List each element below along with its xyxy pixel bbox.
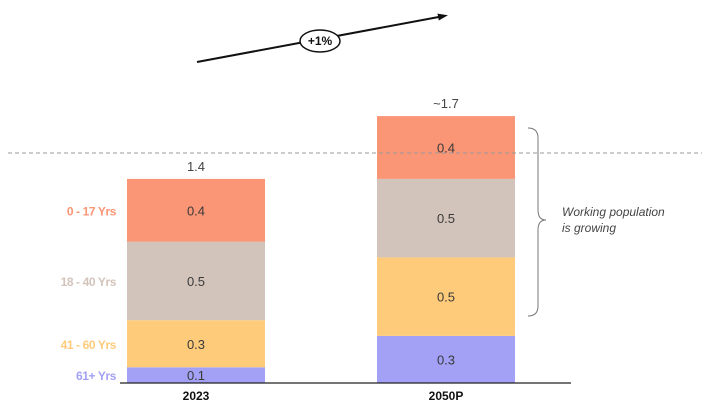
bar-2023-41-60-yrs	[127, 320, 265, 368]
total-label-2023: 1.4	[187, 159, 205, 174]
age-group-labels: 61+ Yrs 41 - 60 Yrs 18 - 40 Yrs 0 - 17 Yrs	[61, 204, 118, 383]
bar-2023-61-yrs	[127, 367, 265, 383]
value-label-2023-61-yrs: 0.1	[187, 368, 205, 383]
annotation-line-1: Working population	[562, 205, 665, 219]
growth-label: +1%	[308, 34, 333, 48]
annotation-text: Working population is growing	[562, 205, 668, 235]
bar-2050p-0-17-yrs	[377, 116, 515, 179]
working-population-bracket	[527, 127, 547, 317]
category-label-2023: 2023	[183, 389, 210, 403]
bar-2050p-18-40-yrs	[377, 178, 515, 258]
value-label-2050p-41-60-yrs: 0.5	[437, 290, 455, 305]
age-label-0-17-yrs: 0 - 17 Yrs	[67, 204, 117, 218]
value-label-2023-0-17-yrs: 0.4	[187, 203, 205, 218]
category-labels-group: 2023 2050P	[183, 389, 464, 403]
bar-2050p-41-60-yrs	[377, 257, 515, 336]
value-label-2050p-0-17-yrs: 0.4	[437, 141, 455, 156]
value-label-2050p-61-yrs: 0.3	[437, 352, 455, 367]
bars-group	[127, 116, 515, 383]
value-label-2023-41-60-yrs: 0.3	[187, 337, 205, 352]
age-label-61-yrs: 61+ Yrs	[76, 369, 117, 383]
age-label-41-60-yrs: 41 - 60 Yrs	[61, 338, 117, 352]
annotation-line-2: is growing	[562, 221, 616, 235]
age-label-18-40-yrs: 18 - 40 Yrs	[61, 275, 117, 289]
bar-2050p-61-yrs	[377, 335, 515, 383]
value-label-2050p-18-40-yrs: 0.5	[437, 211, 455, 226]
total-labels-group: 1.4 ~1.7	[187, 96, 459, 174]
segment-labels-group: 0.1 0.3 0.5 0.4 0.3 0.5 0.5 0.4	[187, 141, 455, 384]
bar-2023-0-17-yrs	[127, 178, 265, 242]
bar-2023-18-40-yrs	[127, 241, 265, 321]
total-label-2050p: ~1.7	[433, 96, 459, 111]
category-label-2050p: 2050P	[429, 389, 464, 403]
value-label-2023-18-40-yrs: 0.5	[187, 274, 205, 289]
growth-badge	[299, 29, 341, 53]
